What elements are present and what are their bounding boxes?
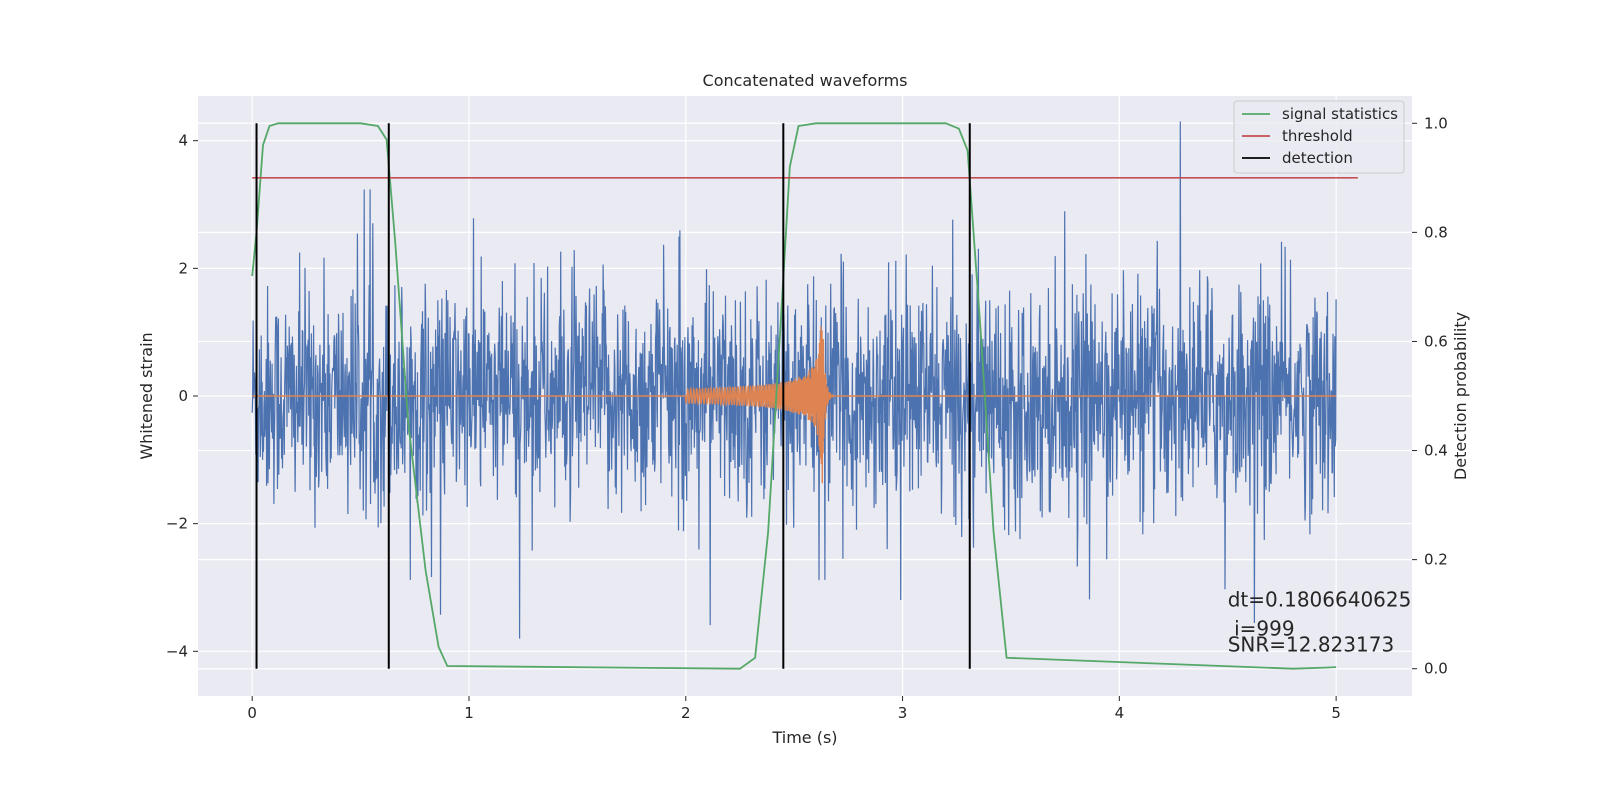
x-tick-label: 5	[1331, 704, 1341, 722]
annotation-text: SNR=12.823173	[1228, 632, 1394, 656]
y-axis-label-left: Whitened strain	[137, 332, 156, 459]
chirp-line	[252, 326, 1337, 484]
y-tick-label-left: 4	[178, 132, 188, 150]
chirp-series	[252, 326, 1337, 484]
x-tick-label: 3	[898, 704, 908, 722]
y-tick-label-right: 1.0	[1424, 114, 1448, 132]
ticks: 0 1 2 3 4 5 4 2 0 −2 −4 1.0 0.8 0.6 0.4 0.2 0.0	[166, 114, 1448, 722]
detection-series	[255, 123, 971, 669]
y-axis-label-right: Detection probability	[1451, 312, 1470, 480]
x-axis-label: Time (s)	[771, 728, 837, 747]
x-tick-label: 0	[247, 704, 257, 722]
chart-title: Concatenated waveforms	[703, 71, 908, 90]
x-tick-label: 2	[681, 704, 691, 722]
y-tick-label-left: −2	[166, 515, 188, 533]
annotation-text: i=999	[1228, 616, 1295, 640]
y-tick-label-right: 0.6	[1424, 332, 1448, 350]
y-tick-label-right: 0.4	[1424, 442, 1448, 460]
legend-label-signal-statistics: signal statistics	[1282, 105, 1398, 123]
annotation-text: dt=0.1806640625	[1228, 588, 1412, 612]
signal-statistics-line	[251, 122, 1337, 670]
signal-statistics-series	[251, 122, 1337, 670]
legend-label-threshold: threshold	[1282, 127, 1353, 145]
x-tick-label: 1	[464, 704, 474, 722]
y-tick-label-right: 0.2	[1424, 551, 1448, 569]
legend-label-detection: detection	[1282, 149, 1353, 167]
y-tick-label-left: 0	[178, 387, 188, 405]
y-tick-label-right: 0.8	[1424, 223, 1448, 241]
y-tick-label-left: 2	[178, 259, 188, 277]
y-tick-label-right: 0.0	[1424, 660, 1448, 678]
y-tick-label-left: −4	[166, 642, 188, 660]
x-tick-label: 4	[1115, 704, 1125, 722]
legend: signal statistics threshold detection	[1233, 100, 1405, 174]
legend-box	[1233, 100, 1405, 174]
